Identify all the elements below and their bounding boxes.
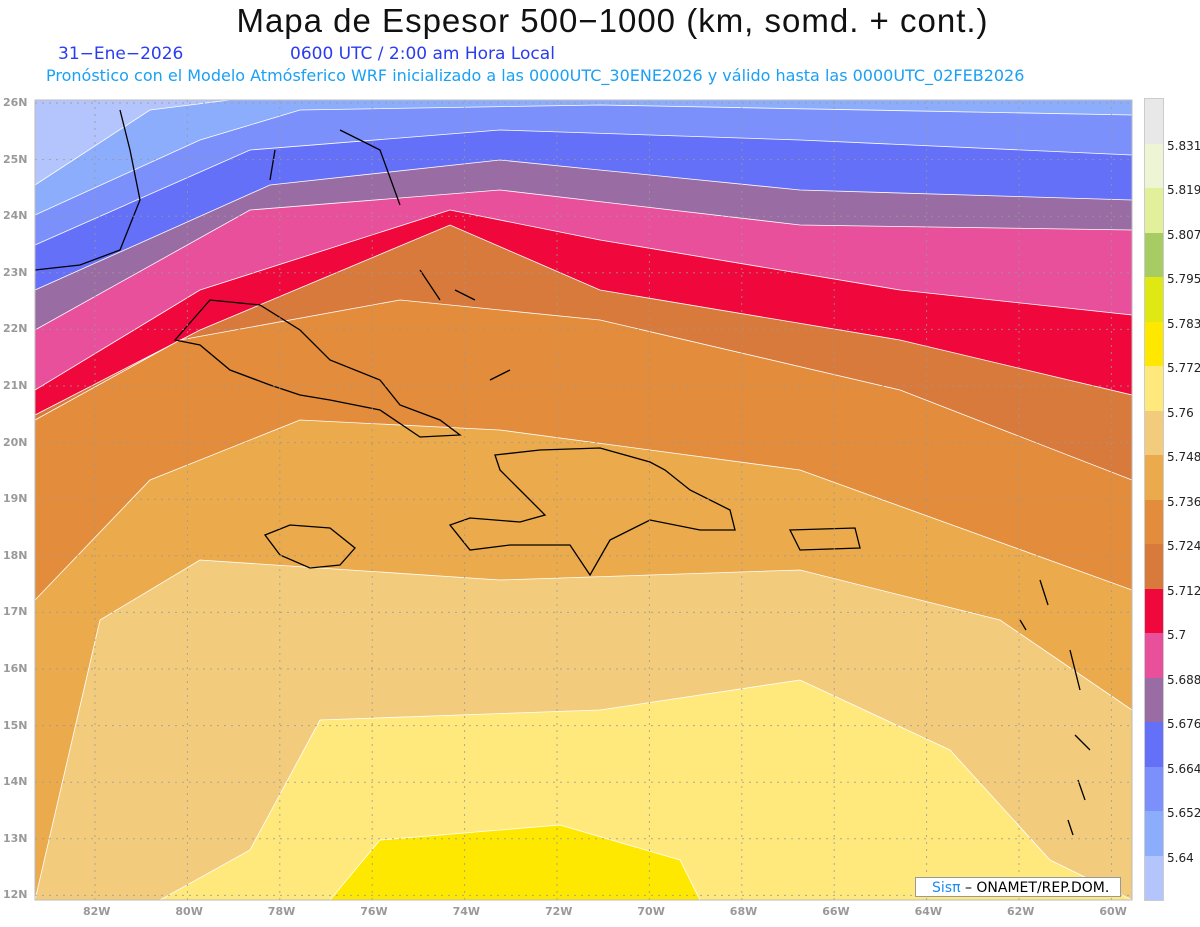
lat-label: 23N [3,265,28,279]
cuba-coast [173,299,462,438]
colorbar-swatch [1145,544,1163,589]
colorbar-label: 5.736 [1167,494,1200,509]
colorbar-swatch [1145,188,1163,233]
colorbar-label: 5.783 [1167,316,1200,331]
lat-label: 15N [3,718,28,732]
colorbar-swatch [1145,766,1163,811]
lat-label: 20N [3,435,28,449]
colorbar-label: 5.748 [1167,450,1200,464]
colorbar-swatch [1145,410,1163,455]
lat-label: 18N [3,548,28,562]
lat-label: 24N [3,209,28,223]
colorbar-label: 5.688 [1167,672,1200,687]
map-frame [34,99,1133,901]
lat-label: 21N [3,379,28,392]
lat-label: 25N [3,152,28,166]
colorbar-swatch [1145,143,1163,188]
lat-label: 12N [3,888,28,902]
lat-label: 16N [3,662,28,675]
colorbar-swatch [1145,722,1163,767]
colorbar-swatch [1145,811,1163,856]
lon-label: 62W [1007,905,1035,918]
colorbar-swatch [1145,633,1163,678]
colorbar-label: 5.772 [1167,361,1200,375]
lon-label: 74W [452,905,481,918]
colorbar-label: 5.831 [1167,138,1200,153]
lesser-antilles-coast [1019,579,1091,836]
colorbar-label: 5.795 [1167,272,1200,286]
colorbar-label: 5.676 [1167,717,1200,731]
colorbar-swatch [1145,499,1163,544]
colorbar-swatch [1145,232,1163,277]
lat-label: 13N [3,831,28,845]
hispaniola-coast [448,447,736,577]
colorbar-swatch [1145,455,1163,500]
colorbar-label: 5.712 [1167,583,1200,598]
lat-label: 22N [3,322,28,336]
colorbar-swatch [1145,855,1163,900]
florida-coast [34,109,141,271]
forecast-time: 0600 UTC / 2:00 am Hora Local [290,44,555,64]
colorbar-label: 5.76 [1167,405,1194,420]
jamaica-coast [263,524,356,569]
lon-label: 64W [914,905,943,918]
coastlines [34,109,1091,836]
credit-box: Sisπ – ONAMET/REP.DOM. [915,877,1121,897]
lon-label: 78W [267,905,296,918]
map-title: Mapa de Espesor 500−1000 (km, somd. + co… [236,2,989,39]
colorbar-label: 5.807 [1167,227,1200,242]
colorbar-swatch [1145,677,1163,722]
lon-label: 60W [1099,905,1127,918]
bahamas-coast [269,129,511,381]
colorbar-swatch [1145,588,1163,633]
colorbar-swatch [1145,277,1163,322]
lon-label: 76W [360,905,388,918]
colorbar [1144,98,1164,901]
colorbar-label: 5.7 [1167,628,1187,642]
lon-label: 82W [83,905,111,918]
colorbar-label: 5.724 [1167,539,1200,553]
credit-text: – ONAMET/REP.DOM. [960,880,1110,896]
lat-label: 19N [3,492,28,506]
colorbar-label: 5.652 [1167,806,1200,820]
lon-label: 72W [545,905,573,918]
colorbar-swatch [1145,99,1163,144]
lat-label: 14N [3,775,28,789]
lat-label: 17N [3,605,28,619]
forecast-date: 31−Ene−2026 [58,44,184,64]
lat-label: 26N [3,96,28,109]
colorbar-label: 5.819 [1167,183,1200,197]
colorbar-label: 5.64 [1167,850,1194,865]
lon-label: 68W [729,905,758,918]
model-subtitle: Pronóstico con el Modelo Atmósferico WRF… [46,66,1025,85]
colorbar-label: 5.664 [1167,761,1200,776]
lon-label: 66W [822,905,850,918]
credit-brand: Sisπ [932,880,961,896]
lon-label: 70W [637,905,665,918]
lon-label: 80W [175,905,203,918]
puerto-rico-coast [788,527,861,551]
colorbar-swatch [1145,366,1163,411]
colorbar-swatch [1145,321,1163,366]
